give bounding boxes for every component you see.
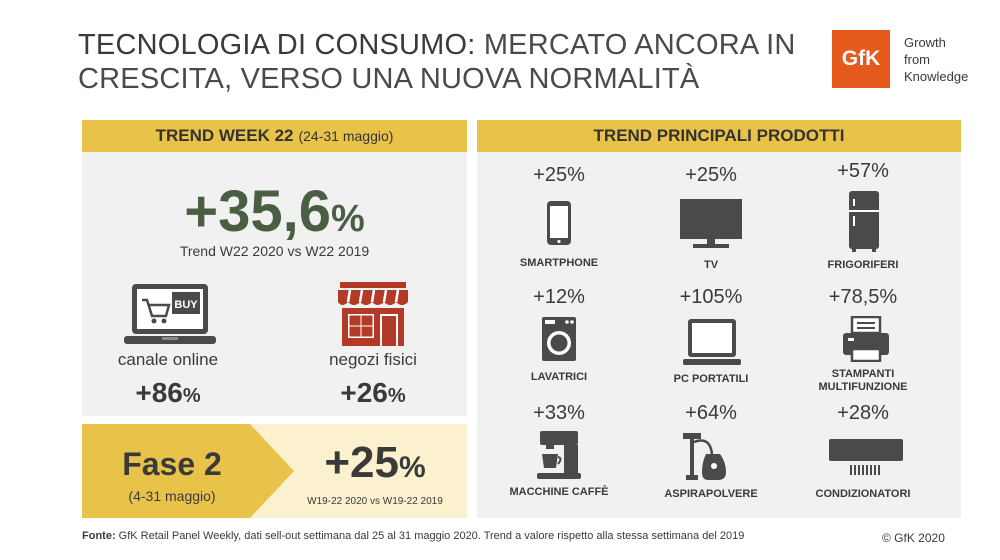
online-value-unit: %: [182, 385, 201, 407]
fridge-icon: [849, 191, 879, 252]
laptop-icon: [683, 319, 741, 365]
trend-week-panel: [82, 120, 467, 416]
page-title: TECNOLOGIA DI CONSUMO: MERCATO ANCORA IN…: [78, 28, 798, 96]
product-fridge-pct: +57%: [837, 160, 889, 182]
vacuum-icon: [683, 433, 726, 480]
online-value-number: +86: [135, 377, 183, 408]
fase-2-value-number: +25: [324, 438, 399, 487]
products-banner: TREND PRINCIPALI PRODOTTI: [477, 120, 961, 152]
gfk-logo: GfK: [832, 30, 890, 88]
online-channel-value: +86%: [83, 377, 253, 409]
stores-channel-label: negozi fisici: [329, 350, 417, 369]
product-printer-pct: +78,5%: [828, 286, 898, 308]
product-tv-name: TV: [703, 259, 719, 271]
source-label: Fonte:: [82, 530, 116, 542]
online-channel-label: canale online: [117, 350, 219, 369]
coffee-machine-icon: [537, 431, 581, 479]
tagline-line-2: from: [904, 52, 930, 67]
title-rest: MERCATO ANCORA IN CRESCITA, VERSO UNA NU…: [78, 29, 796, 95]
product-laptop-pct: +105%: [679, 286, 743, 308]
trend-week-title: TREND WEEK 22: [155, 126, 294, 145]
gfk-logo-mark: GfK: [841, 47, 881, 70]
trend-week-period: (24-31 maggio): [298, 128, 394, 144]
tv-icon: [680, 199, 742, 248]
smartphone-icon: [547, 201, 571, 245]
product-air-conditioner-pct: +28%: [837, 402, 889, 424]
overall-trend-caption: Trend W22 2020 vs W22 2019: [179, 243, 370, 259]
product-coffee-machine-name: MACCHINE CAFFÈ: [509, 486, 609, 498]
fase-2-period: (4-31 maggio): [128, 488, 216, 504]
overall-trend-number: +35,6: [184, 179, 331, 244]
fase-2-title: Fase 2: [122, 446, 222, 482]
stores-value-unit: %: [387, 385, 406, 407]
laptop-cart-icon: BUY: [124, 284, 216, 344]
product-fridge-name: FRIGORIFERI: [827, 259, 899, 271]
product-tv-pct: +25%: [685, 164, 737, 186]
product-coffee-machine-pct: +33%: [533, 402, 585, 424]
fase-2-arrow: [82, 424, 294, 518]
trend-week-banner: TREND WEEK 22 (24-31 maggio): [82, 120, 467, 152]
stores-value-number: +26: [340, 377, 388, 408]
stores-channel-value: +26%: [288, 377, 458, 409]
tagline-line-1: Growth: [904, 35, 946, 50]
product-smartphone-pct: +25%: [533, 164, 585, 186]
air-conditioner-icon: [829, 439, 903, 475]
product-printer-name: STAMPANTI MULTIFUNZIONE: [818, 368, 908, 393]
tagline-line-3: Knowledge: [904, 69, 969, 84]
printer-icon: [843, 316, 889, 362]
title-strong: TECNOLOGIA DI CONSUMO:: [78, 29, 476, 61]
fase-2-value-unit: %: [398, 451, 426, 484]
product-smartphone-name: SMARTPHONE: [519, 257, 599, 269]
product-washing-machine-name: LAVATRICI: [530, 371, 588, 383]
product-vacuum-pct: +64%: [685, 402, 737, 424]
washing-machine-icon: [542, 317, 576, 361]
overall-trend-value: +35,6%: [82, 178, 467, 245]
product-laptop-name: PC PORTATILI: [673, 373, 749, 385]
fase-2-value: +25%: [290, 438, 460, 488]
gfk-tagline: Growth from Knowledge: [904, 34, 968, 85]
product-washing-machine-pct: +12%: [533, 286, 585, 308]
fase-2-panel: [82, 424, 467, 518]
product-vacuum-name: ASPIRAPOLVERE: [664, 488, 758, 500]
store-icon: [338, 282, 408, 346]
fase-2-note: W19-22 2020 vs W19-22 2019: [307, 496, 443, 507]
product-air-conditioner-name: CONDIZIONATORI: [815, 488, 911, 500]
source-text: GfK Retail Panel Weekly, dati sell-out s…: [118, 530, 745, 542]
source-note: Fonte: GfK Retail Panel Weekly, dati sel…: [82, 530, 744, 542]
overall-trend-unit: %: [330, 198, 365, 240]
copyright: © GfK 2020: [882, 531, 945, 545]
buy-icon-label: BUY: [174, 299, 198, 311]
